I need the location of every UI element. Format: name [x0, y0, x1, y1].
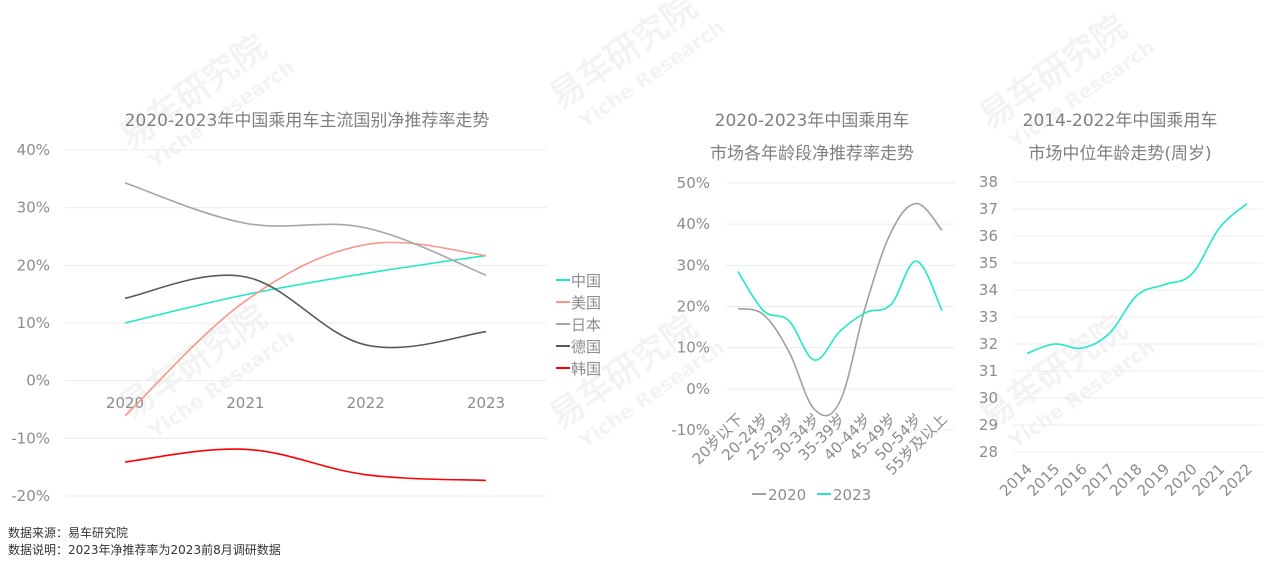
- legend-label: 美国: [571, 294, 601, 312]
- y-tick-label: 32: [979, 335, 998, 353]
- chart-1: 2020-2023年中国乘用车主流国别净推荐率走势 40% 30% 20% 10% 0% -…: [11, 111, 601, 505]
- y-tick-label: 20%: [17, 256, 50, 274]
- y-tick-label: 37: [979, 200, 998, 218]
- series-line-韩国: [124, 448, 487, 482]
- y-tick-label: 33: [979, 308, 998, 326]
- series-line-2023: [737, 260, 943, 361]
- y-tick-label: 38: [979, 173, 998, 191]
- series-line-美国: [124, 241, 487, 417]
- chart-title: 2020-2023年中国乘用车主流国别净推荐率走势: [125, 111, 490, 131]
- y-tick-label: 29: [979, 416, 998, 434]
- y-tick-label: 34: [979, 281, 998, 299]
- y-tick-label: -10%: [11, 429, 50, 447]
- legend-label: 德国: [571, 338, 601, 356]
- y-tick-label: 0%: [686, 380, 710, 398]
- watermark: 易车研究院Yiche Research: [112, 27, 299, 173]
- y-tick-label: 30: [979, 389, 998, 407]
- y-tick-label: 50%: [677, 174, 710, 192]
- x-tick-label: 2020: [106, 394, 144, 412]
- watermark: 易车研究院Yiche Research: [972, 7, 1159, 153]
- x-tick-label: 2022: [1216, 460, 1256, 500]
- legend-label: 韩国: [571, 360, 601, 378]
- footer-source: 数据来源：易车研究院: [8, 526, 129, 540]
- y-tick-label: -10%: [671, 421, 710, 439]
- chart-title: 2014-2022年中国乘用车: [1023, 111, 1218, 131]
- watermark: 易车研究院Yiche Research: [112, 297, 299, 443]
- y-tick-label: 31: [979, 362, 998, 380]
- y-tick-label: 10%: [17, 314, 50, 332]
- y-tick-label: 36: [979, 227, 998, 245]
- chart-title: 2020-2023年中国乘用车: [715, 111, 910, 131]
- y-tick-label: 30%: [17, 199, 50, 217]
- series-line-中国: [124, 254, 487, 324]
- series-line-日本: [124, 182, 487, 276]
- x-tick-label: 2021: [226, 394, 264, 412]
- watermark: 易车研究院Yiche Research: [972, 307, 1159, 453]
- y-tick-label: 40%: [677, 215, 710, 233]
- y-tick-label: 20%: [677, 298, 710, 316]
- y-tick-label: 40%: [17, 141, 50, 159]
- legend-label: 中国: [571, 272, 601, 290]
- x-tick-label: 2023: [467, 394, 505, 412]
- series-line-2020: [737, 202, 943, 417]
- watermark: 易车研究院Yiche Research: [542, 0, 729, 134]
- legend-label: 2020: [768, 486, 806, 504]
- y-tick-label: 10%: [677, 339, 710, 357]
- y-tick-label: 28: [979, 443, 998, 461]
- series-line-德国: [124, 274, 487, 349]
- x-tick-label: 2022: [347, 394, 385, 412]
- chart-title: 市场各年龄段净推荐率走势: [710, 144, 914, 164]
- footer-note: 数据说明：2023年净推荐率为2023前8月调研数据: [8, 543, 281, 557]
- legend-label: 2023: [833, 486, 871, 504]
- legend-label: 日本: [571, 316, 601, 334]
- y-tick-label: 35: [979, 254, 998, 272]
- y-tick-label: -20%: [11, 487, 50, 505]
- series-line-中位年龄: [1026, 202, 1248, 355]
- y-tick-label: 0%: [26, 372, 50, 390]
- chart-title: 市场中位年龄走势(周岁): [1028, 144, 1211, 164]
- y-tick-label: 30%: [677, 256, 710, 274]
